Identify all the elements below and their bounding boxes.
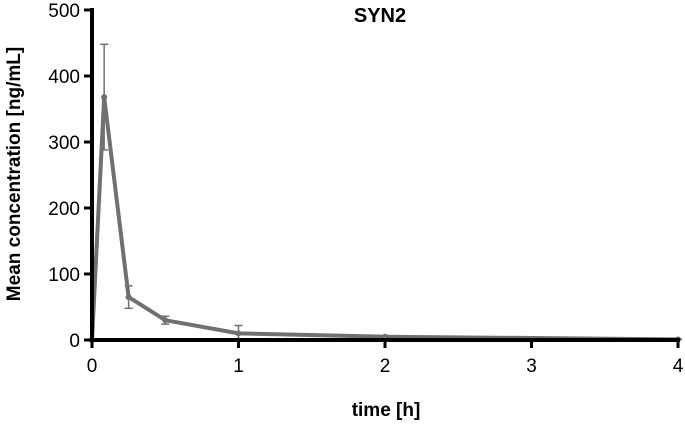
y-tick-label: 0 xyxy=(69,331,80,352)
y-tick-label: 300 xyxy=(48,133,80,154)
error-bars xyxy=(100,43,682,341)
x-tick-label: 2 xyxy=(380,356,391,377)
data-point xyxy=(162,317,169,324)
y-tick-label: 400 xyxy=(48,67,80,88)
y-tick-label: 500 xyxy=(48,1,80,22)
series-line xyxy=(90,95,679,342)
x-ticks: 0 1 2 3 4 xyxy=(87,340,684,377)
y-tick-label: 100 xyxy=(48,265,80,286)
series-line-layer xyxy=(89,94,681,343)
data-point xyxy=(125,294,132,301)
data-point xyxy=(101,94,108,101)
y-ticks: 0 100 200 300 400 500 xyxy=(48,1,92,352)
y-tick-label: 200 xyxy=(48,199,80,220)
chart-title: SYN2 xyxy=(354,5,406,27)
data-point xyxy=(235,330,242,337)
x-tick-label: 0 xyxy=(87,356,98,377)
x-tick-label: 4 xyxy=(673,356,684,377)
x-axis-label: time [h] xyxy=(352,400,421,421)
x-tick-label: 3 xyxy=(526,356,537,377)
y-axis-label: Mean concentration [ng/mL] xyxy=(4,47,25,301)
x-tick-label: 1 xyxy=(233,356,244,377)
